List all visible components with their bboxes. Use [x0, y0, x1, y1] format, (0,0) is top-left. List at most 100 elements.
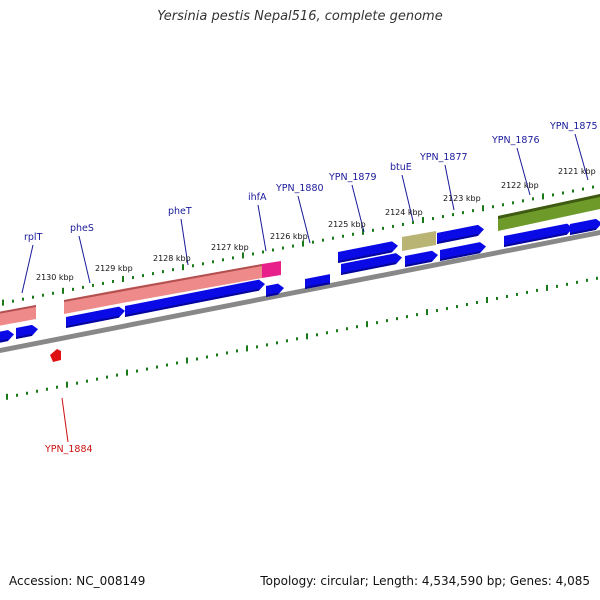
tick-mark	[462, 211, 464, 215]
connector-pheT	[180, 218, 189, 266]
tick-mark	[286, 339, 288, 343]
cds-YPN_1876[interactable]	[504, 223, 573, 247]
cds-track	[0, 218, 600, 343]
tick-mark	[96, 377, 98, 381]
cds-pheT-shade	[125, 288, 259, 317]
tick-mark	[102, 281, 104, 285]
cds-rplT[interactable]	[16, 324, 38, 339]
tick-mark	[112, 279, 114, 283]
tick-mark	[22, 297, 24, 301]
tick-mark	[306, 333, 308, 340]
feature-btuE[interactable]	[402, 231, 436, 251]
tick-mark	[62, 287, 64, 294]
tick-mark	[386, 319, 388, 323]
cds-pheT[interactable]	[125, 279, 265, 317]
cds-YPN_1879[interactable]	[341, 253, 402, 275]
tick-mark	[42, 293, 44, 297]
tick-mark	[292, 244, 294, 248]
feature-YPN_1876[interactable]	[498, 194, 600, 231]
connector-YPN_1880	[297, 195, 311, 244]
cds-pheS[interactable]	[66, 306, 125, 328]
gene-label-ihfA[interactable]: ihfA	[248, 192, 267, 203]
tick-mark	[472, 209, 474, 213]
tick-mark	[12, 299, 14, 303]
feature-track	[0, 194, 600, 326]
tick-mark	[556, 284, 558, 288]
feature-ihfA[interactable]	[262, 261, 281, 278]
tick-mark	[346, 327, 348, 331]
feature-YPN_1884[interactable]	[50, 349, 61, 362]
tick-mark	[546, 284, 548, 291]
tick-mark	[186, 357, 188, 364]
feature-pheT[interactable]	[122, 264, 262, 303]
gene-label-YPN_1879[interactable]: YPN_1879	[328, 172, 377, 183]
cds-YPN_1875[interactable]	[570, 218, 600, 235]
feature-pheS[interactable]	[64, 289, 122, 314]
tick-mark	[436, 309, 438, 313]
tick-mark	[362, 228, 364, 235]
tick-mark	[392, 224, 394, 228]
tick-mark	[506, 294, 508, 298]
tick-mark	[36, 389, 38, 393]
gene-label-pheS[interactable]: pheS	[70, 223, 94, 234]
tick-mark	[512, 201, 514, 205]
genome-stats: Topology: circular; Length: 4,534,590 bp…	[260, 574, 590, 588]
tick-mark	[542, 193, 544, 200]
connector-rplT	[21, 244, 34, 294]
gene-label-pheT[interactable]: pheT	[168, 206, 192, 217]
tick-mark	[296, 337, 298, 341]
tick-mark	[136, 369, 138, 373]
connector-YPN_1876	[516, 147, 531, 196]
cds-btuE[interactable]	[405, 250, 438, 267]
tick-mark	[252, 252, 254, 256]
tick-mark	[196, 357, 198, 361]
tick-mark	[426, 309, 428, 316]
tick-mark	[532, 197, 534, 201]
gene-label-YPN_1875[interactable]: YPN_1875	[549, 121, 598, 132]
feature-rplT[interactable]	[0, 305, 36, 326]
connector-YPN_1875	[574, 133, 589, 181]
tick-mark	[176, 361, 178, 365]
tick-mark	[246, 345, 248, 352]
gene-label-YPN_1877[interactable]: YPN_1877	[419, 152, 468, 163]
cds-YPN_1877[interactable]	[437, 224, 484, 244]
connector-YPN_1879	[351, 184, 365, 233]
tick-mark	[122, 276, 124, 283]
tick-mark	[6, 393, 8, 400]
kbp-labels: 2130 kbp 2129 kbp 2128 kbp 2127 kbp 2126…	[36, 167, 596, 282]
cds-YPN_1879b[interactable]	[338, 241, 398, 263]
gene-label-YPN_1884[interactable]: YPN_1884	[44, 444, 93, 455]
gene-label-YPN_1876[interactable]: YPN_1876	[491, 135, 540, 146]
connector-btuE	[401, 174, 414, 222]
cds-YPN_1877b[interactable]	[440, 242, 486, 261]
tick-mark	[316, 333, 318, 337]
cds-ihfA[interactable]	[266, 283, 284, 297]
tick-mark	[446, 307, 448, 311]
tick-mark	[336, 329, 338, 333]
tick-mark	[482, 205, 484, 212]
tick-mark	[356, 325, 358, 329]
tick-mark	[576, 280, 578, 284]
tick-track-lower	[6, 276, 598, 400]
gene-label-rplT[interactable]: rplT	[24, 232, 43, 243]
tick-mark	[452, 213, 454, 217]
gene-label-btuE[interactable]: btuE	[390, 162, 412, 173]
tick-mark	[126, 369, 128, 376]
cds-rplT-shade	[16, 333, 32, 339]
tick-mark	[582, 187, 584, 191]
tick-mark	[372, 228, 374, 232]
tick-mark	[456, 305, 458, 309]
connector-pheS	[78, 235, 91, 284]
gene-label-YPN_1880[interactable]: YPN_1880	[275, 183, 324, 194]
tick-mark	[432, 217, 434, 221]
kbp-2130: 2130 kbp	[36, 273, 74, 282]
tick-mark	[202, 262, 204, 266]
tick-mark	[366, 321, 368, 328]
cds-rplT-left[interactable]	[0, 330, 14, 343]
tick-mark	[52, 291, 54, 295]
tick-mark	[596, 276, 598, 280]
tick-mark	[536, 288, 538, 292]
kbp-2125: 2125 kbp	[328, 220, 366, 229]
cds-YPN_1875-shade	[570, 227, 596, 235]
connector-ihfA	[257, 204, 267, 252]
